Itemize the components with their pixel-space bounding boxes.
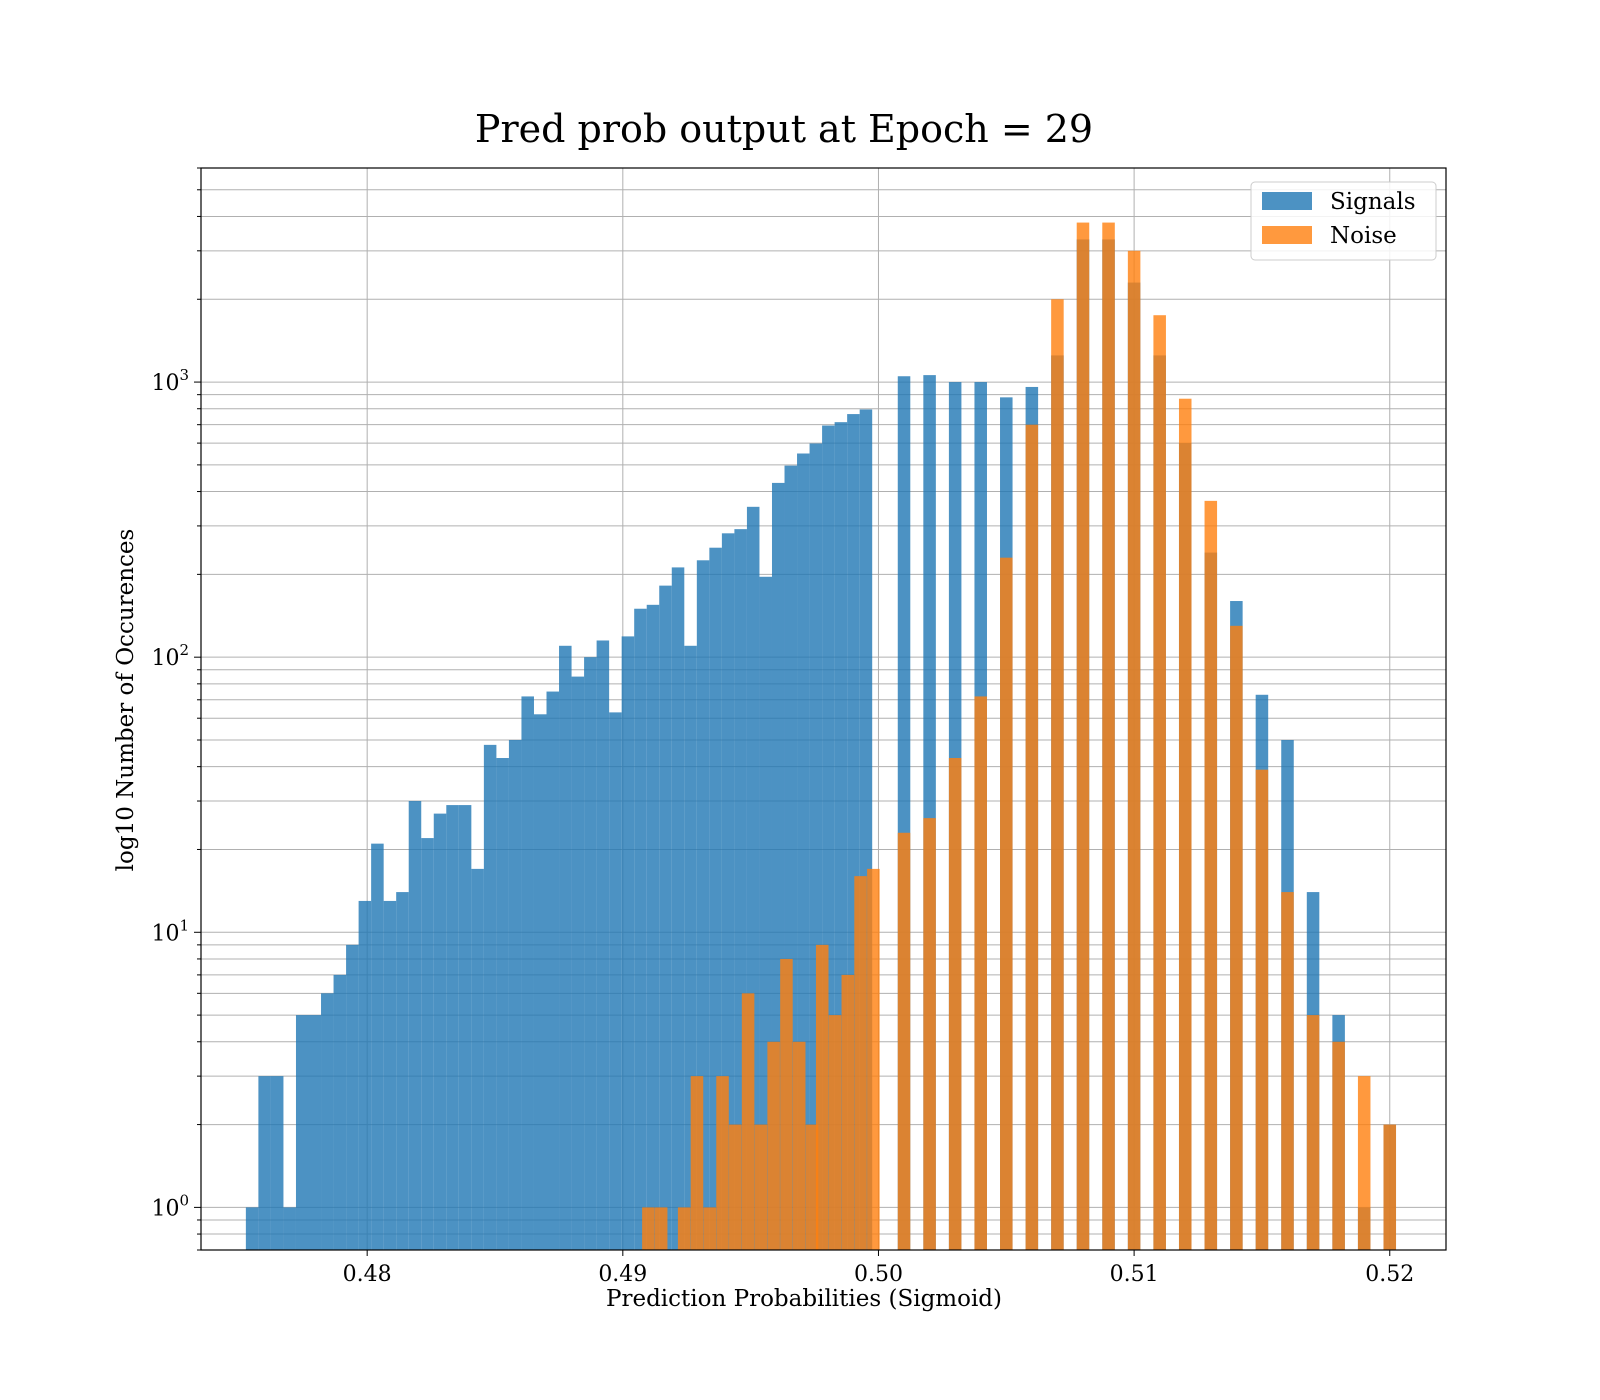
signals-bar: [358, 900, 372, 1250]
x-tick-label: 0.48: [343, 1262, 392, 1287]
noise-bar: [1076, 222, 1090, 1251]
signals-bar: [521, 696, 534, 1250]
signals-bar: [333, 974, 347, 1250]
noise-bar: [690, 1076, 704, 1250]
y-tick-label: 103: [151, 366, 189, 396]
signals-bar: [396, 892, 409, 1250]
legend: Signals Noise: [1250, 181, 1437, 261]
noise-bar: [654, 1207, 668, 1250]
noise-bar: [1306, 1015, 1320, 1250]
noise-bar: [1204, 500, 1218, 1250]
signals-bar: [659, 585, 672, 1250]
noise-bar: [1332, 1041, 1345, 1250]
y-tick-label: 102: [151, 641, 189, 671]
noise-bar: [792, 1041, 806, 1250]
signals-bar: [346, 944, 359, 1250]
signals-bar: [609, 712, 622, 1250]
signals-bar: [433, 813, 447, 1250]
legend-label-noise: Noise: [1330, 223, 1397, 249]
noise-bar: [948, 758, 962, 1250]
signals-bar: [295, 1015, 309, 1250]
noise-bar: [805, 1124, 819, 1250]
noise-bar: [1153, 315, 1166, 1250]
signals-bar: [270, 1076, 284, 1250]
noise-bar: [867, 868, 880, 1250]
noise-bar: [754, 1124, 768, 1250]
chart-title: Pred prob output at Epoch = 29: [475, 107, 1093, 151]
noise-bar: [841, 974, 855, 1250]
legend-swatch-signals: [1262, 192, 1312, 210]
signals-bar: [508, 739, 522, 1250]
signals-bar: [571, 676, 585, 1250]
signals-bar: [709, 547, 722, 1250]
x-tick-label: 0.49: [598, 1262, 647, 1287]
noise-bar: [729, 1124, 742, 1250]
x-tick-label: 0.52: [1365, 1262, 1414, 1287]
noise-bar: [1230, 625, 1243, 1250]
signals-bar: [496, 758, 509, 1250]
signals-bar: [596, 640, 610, 1250]
noise-bar: [1255, 769, 1269, 1250]
signals-bar: [383, 900, 397, 1250]
signals-bar: [483, 744, 497, 1250]
signals-bar: [671, 567, 685, 1250]
signals-bar: [533, 714, 547, 1250]
signals-bar: [634, 608, 647, 1250]
signals-bar: [446, 805, 459, 1250]
signals-bar: [245, 1207, 259, 1250]
noise-bar: [716, 1076, 729, 1250]
noise-bar: [1102, 222, 1115, 1251]
x-tick-label: 0.51: [1110, 1262, 1159, 1287]
y-axis-label: log10 Number of Occurences: [113, 529, 139, 872]
signals-bar: [421, 838, 434, 1250]
noise-bar: [923, 818, 936, 1250]
noise-bar: [741, 993, 755, 1250]
noise-bar: [677, 1207, 691, 1250]
noise-bar: [1357, 1076, 1371, 1250]
noise-bar: [1178, 398, 1192, 1250]
signals-bar: [308, 1015, 322, 1250]
noise-bar: [1127, 250, 1141, 1251]
signals-bar: [584, 657, 597, 1250]
signals-bar: [283, 1207, 296, 1250]
noise-bar: [1051, 299, 1064, 1250]
noise-bar: [897, 832, 911, 1250]
signals-bar: [546, 691, 560, 1250]
signals-bar: [458, 805, 472, 1250]
noise-bar: [703, 1207, 717, 1250]
noise-bar: [780, 958, 793, 1250]
noise-bar: [1000, 557, 1013, 1250]
signals-bar: [408, 801, 422, 1250]
noise-bar: [974, 696, 987, 1250]
noise-bar: [828, 1015, 842, 1250]
noise-bar: [1383, 1124, 1397, 1250]
y-tick-label: 100: [151, 1191, 189, 1221]
signals-bar: [721, 533, 735, 1250]
plot-frame: [200, 167, 1447, 1251]
signals-bar: [646, 604, 660, 1250]
noise-bars: [642, 222, 1397, 1251]
x-axis-label: Prediction Probabilities (Sigmoid): [606, 1286, 1002, 1312]
signals-bar: [559, 645, 572, 1250]
y-tick-label: 101: [151, 916, 189, 946]
noise-bar: [1281, 892, 1294, 1250]
x-tick-label: 0.50: [854, 1262, 903, 1287]
noise-bar: [815, 944, 829, 1250]
noise-bar: [854, 876, 867, 1250]
signals-bar: [258, 1076, 271, 1250]
signals-bar: [621, 636, 635, 1250]
signals-bar: [321, 993, 334, 1250]
noise-bar: [767, 1041, 780, 1250]
legend-swatch-noise: [1262, 226, 1312, 244]
noise-bar: [642, 1207, 655, 1250]
legend-label-signals: Signals: [1330, 189, 1416, 215]
noise-bar: [1025, 424, 1039, 1250]
signals-bar: [371, 843, 384, 1250]
x-axis-ticks: 0.48 0.49 0.50 0.51 0.52: [343, 1250, 1414, 1287]
signals-bar: [471, 868, 484, 1250]
y-axis-ticks: 100 101 102 103: [151, 167, 201, 1251]
